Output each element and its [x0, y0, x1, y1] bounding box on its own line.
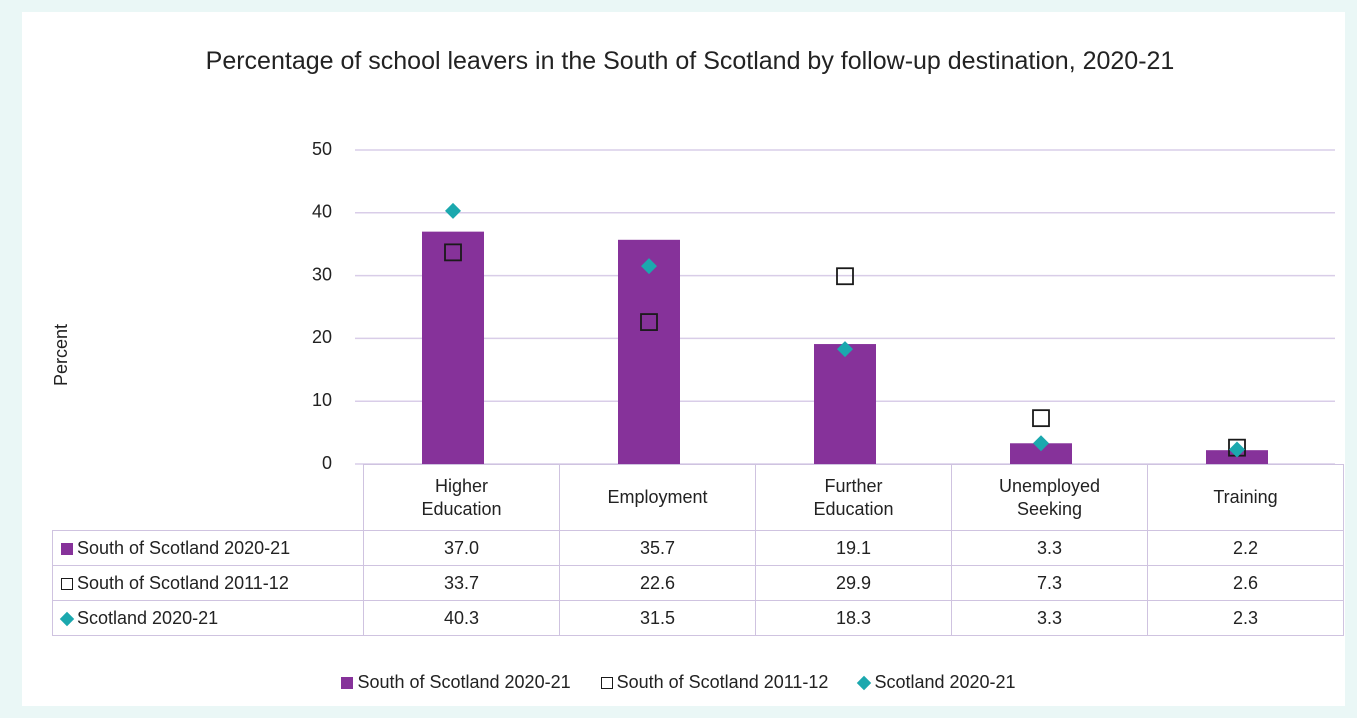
- chart-title: Percentage of school leavers in the Sout…: [205, 47, 1175, 75]
- legend-label: South of Scotland 2011-12: [616, 672, 829, 692]
- series-key-cell: Scotland 2020-21: [52, 600, 364, 636]
- x-tick-label: Further Education: [813, 475, 894, 519]
- legend-key: [600, 677, 613, 689]
- legend: South of Scotland 2020-21 South of Scotla…: [0, 672, 1357, 693]
- series-name: South of Scotland 2011-12: [77, 572, 289, 593]
- x-tick-label: Employment: [607, 487, 708, 507]
- category-cell: Unemployed Seeking: [951, 464, 1148, 531]
- series-key-cell: South of Scotland 2020-21: [52, 530, 364, 566]
- diamond-marker: [445, 202, 461, 219]
- value-cell: 35.7: [559, 530, 756, 566]
- bar: [814, 344, 876, 464]
- diamond-marker: [1033, 435, 1049, 452]
- square-marker: [1032, 409, 1050, 428]
- legend-key: [857, 675, 872, 691]
- series-name: Scotland 2020-21: [77, 607, 219, 628]
- legend-item: Scotland 2020-21: [857, 672, 1016, 693]
- legend-item: South of Scotland 2020-21: [341, 672, 571, 693]
- diamond-marker: [837, 341, 853, 358]
- value-cell: 19.1: [755, 530, 952, 566]
- y-tick-label: 10: [312, 390, 332, 410]
- value-cell: 3.3: [951, 600, 1148, 636]
- value-cell: 33.7: [363, 565, 560, 601]
- legend-item: South of Scotland 2011-12: [600, 672, 829, 693]
- value-cell: 22.6: [559, 565, 756, 601]
- legend-label: South of Scotland 2020-21: [357, 672, 571, 692]
- x-tick-label: Unemployed Seeking: [998, 475, 1101, 519]
- y-tick-label: 30: [312, 264, 332, 284]
- value-cell: 2.3: [1147, 600, 1344, 636]
- legend-key: [59, 611, 75, 626]
- square-marker: [640, 313, 658, 331]
- legend-label: Scotland 2020-21: [874, 672, 1016, 692]
- bar: [1010, 443, 1072, 464]
- legend-key: [61, 577, 73, 590]
- value-cell: 2.2: [1147, 530, 1344, 566]
- bar: [422, 231, 484, 464]
- square-marker: [836, 267, 854, 286]
- value-cell: 2.6: [1147, 565, 1344, 601]
- value-cell: 37.0: [363, 530, 560, 566]
- y-tick-label: 20: [312, 327, 332, 347]
- value-cell: 31.5: [559, 600, 756, 636]
- x-tick-label: Training: [1213, 487, 1278, 507]
- legend-key: [341, 677, 354, 689]
- data-table: Higher Education Employment Further Educat…: [52, 464, 1344, 636]
- series-name: South of Scotland 2020-21: [77, 537, 291, 558]
- value-cell: 40.3: [363, 600, 560, 636]
- value-cell: 18.3: [755, 600, 952, 636]
- bar: [618, 239, 680, 464]
- y-tick-label: 40: [312, 202, 332, 222]
- y-tick-label: 50: [312, 139, 332, 159]
- y-axis-label: Percent: [51, 324, 71, 386]
- value-cell: 29.9: [755, 565, 952, 601]
- series-key-cell: South of Scotland 2011-12: [52, 565, 364, 601]
- table-row: Scotland 2020-21 40.3 31.5 18.3 3.3 2.3: [52, 600, 1344, 636]
- y-tick-label: 0: [322, 453, 332, 473]
- value-cell: 7.3: [951, 565, 1148, 601]
- x-tick-label: Higher Education: [421, 475, 502, 519]
- diamond-marker: [1229, 441, 1245, 458]
- table-header-row: Higher Education Employment Further Educat…: [52, 464, 1344, 531]
- value-cell: 3.3: [951, 530, 1148, 566]
- blank-cell: [52, 464, 364, 531]
- category-cell: Higher Education: [363, 464, 560, 531]
- diamond-marker: [641, 258, 657, 275]
- category-cell: Employment: [559, 464, 756, 531]
- table-row: South of Scotland 2011-12 33.7 22.6 29.9 7.3…: [52, 565, 1344, 601]
- category-cell: Training: [1147, 464, 1344, 531]
- square-marker: [444, 243, 462, 262]
- legend-key: [61, 542, 73, 555]
- category-cell: Further Education: [755, 464, 952, 531]
- table-row: South of Scotland 2020-21 37.0 35.7 19.1 3.3…: [52, 530, 1344, 566]
